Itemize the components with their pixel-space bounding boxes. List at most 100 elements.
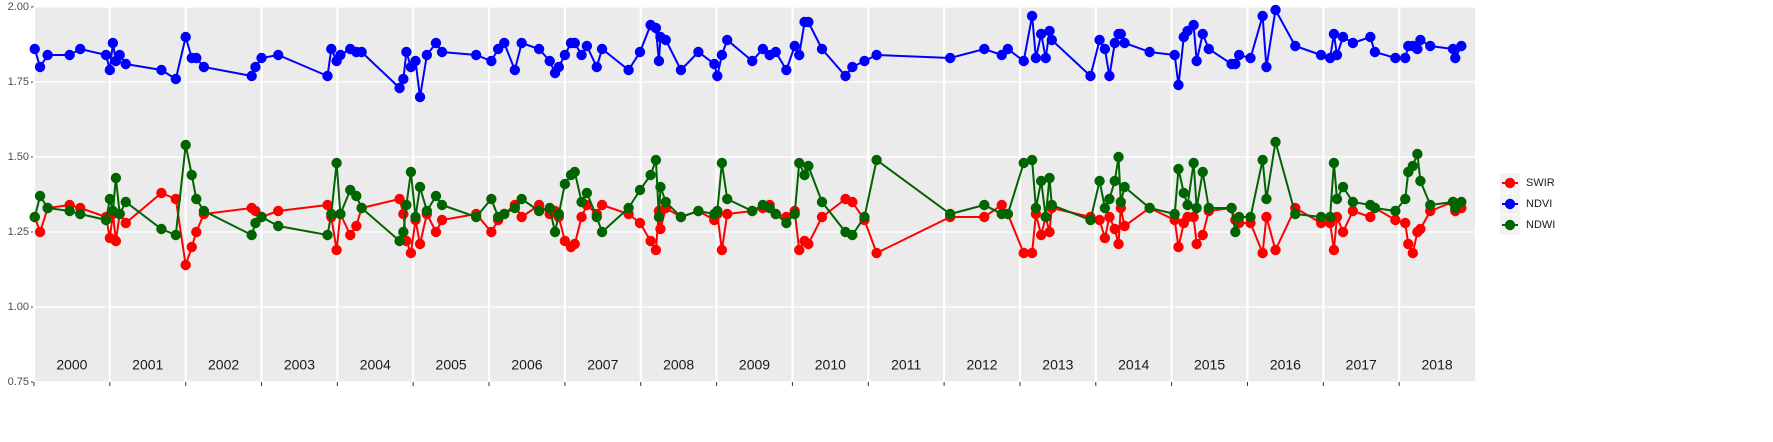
point bbox=[1040, 211, 1051, 223]
point bbox=[655, 181, 666, 193]
point bbox=[660, 34, 671, 46]
year-label: 2017 bbox=[1346, 357, 1377, 373]
point bbox=[1109, 37, 1120, 49]
point bbox=[533, 205, 545, 217]
point bbox=[1328, 244, 1340, 256]
point bbox=[1412, 148, 1423, 160]
point bbox=[716, 157, 728, 169]
point bbox=[996, 199, 1007, 211]
point bbox=[1331, 193, 1343, 205]
year-label: 2002 bbox=[208, 357, 239, 373]
point bbox=[1144, 202, 1155, 214]
point bbox=[645, 169, 656, 181]
point bbox=[114, 208, 125, 220]
point bbox=[256, 211, 267, 223]
y-tick-label: 0.75 bbox=[8, 376, 29, 388]
point bbox=[1035, 175, 1047, 187]
point bbox=[716, 244, 728, 256]
point bbox=[1191, 55, 1202, 67]
point bbox=[1173, 163, 1184, 175]
point bbox=[331, 244, 342, 256]
year-label: 2006 bbox=[511, 357, 542, 373]
point bbox=[345, 229, 356, 241]
point bbox=[747, 205, 758, 217]
point bbox=[1403, 238, 1414, 250]
point bbox=[770, 208, 781, 220]
y-tick-label: 1.00 bbox=[8, 301, 29, 313]
point bbox=[645, 235, 656, 247]
point bbox=[1119, 181, 1130, 193]
point bbox=[1099, 202, 1111, 214]
point bbox=[1169, 49, 1180, 61]
point bbox=[553, 208, 565, 220]
point bbox=[1018, 157, 1029, 169]
point bbox=[1337, 226, 1349, 238]
point bbox=[1178, 187, 1189, 199]
point bbox=[794, 49, 805, 61]
point bbox=[1270, 136, 1281, 148]
point bbox=[1425, 40, 1436, 52]
point bbox=[1044, 172, 1055, 184]
point bbox=[1257, 10, 1268, 22]
point bbox=[64, 49, 75, 61]
point bbox=[34, 226, 46, 238]
point bbox=[1290, 208, 1301, 220]
point bbox=[1085, 214, 1096, 226]
point bbox=[436, 199, 448, 211]
point bbox=[401, 199, 412, 211]
point bbox=[322, 199, 333, 211]
point bbox=[436, 46, 448, 58]
point bbox=[191, 52, 202, 64]
point bbox=[1456, 40, 1467, 52]
point bbox=[250, 61, 261, 73]
legend-label: NDWI bbox=[1526, 219, 1555, 231]
point bbox=[653, 211, 665, 223]
point bbox=[191, 193, 202, 205]
point bbox=[944, 208, 956, 220]
point bbox=[198, 205, 210, 217]
point bbox=[394, 82, 405, 94]
point bbox=[186, 169, 197, 181]
point bbox=[789, 40, 800, 52]
year-label: 2010 bbox=[815, 357, 846, 373]
point bbox=[591, 61, 602, 73]
point bbox=[110, 172, 122, 184]
point bbox=[623, 202, 634, 214]
point bbox=[1046, 34, 1058, 46]
legend-label: SWIR bbox=[1526, 177, 1555, 189]
point bbox=[1233, 211, 1245, 223]
point bbox=[650, 22, 662, 34]
point bbox=[180, 259, 191, 271]
point bbox=[1094, 214, 1105, 226]
point bbox=[1369, 202, 1381, 214]
point bbox=[401, 46, 412, 58]
point bbox=[405, 247, 417, 259]
point bbox=[1324, 211, 1336, 223]
point bbox=[273, 49, 284, 61]
point bbox=[1109, 223, 1120, 235]
point bbox=[42, 202, 53, 214]
point bbox=[979, 199, 990, 211]
point bbox=[871, 154, 882, 166]
point bbox=[326, 43, 337, 55]
point bbox=[1347, 196, 1359, 208]
point bbox=[1035, 229, 1047, 241]
point bbox=[634, 217, 646, 229]
point bbox=[871, 247, 882, 259]
point bbox=[170, 73, 182, 85]
point bbox=[410, 211, 421, 223]
point bbox=[1347, 205, 1359, 217]
year-label: 2015 bbox=[1194, 357, 1225, 373]
point bbox=[1337, 31, 1349, 43]
point bbox=[1230, 58, 1241, 70]
legend-dot bbox=[1504, 219, 1516, 231]
year-label: 2001 bbox=[132, 357, 163, 373]
point bbox=[1425, 199, 1436, 211]
point bbox=[1245, 211, 1256, 223]
point bbox=[42, 49, 53, 61]
point bbox=[1026, 10, 1038, 22]
point bbox=[709, 58, 720, 70]
point bbox=[591, 211, 602, 223]
point bbox=[544, 55, 555, 67]
